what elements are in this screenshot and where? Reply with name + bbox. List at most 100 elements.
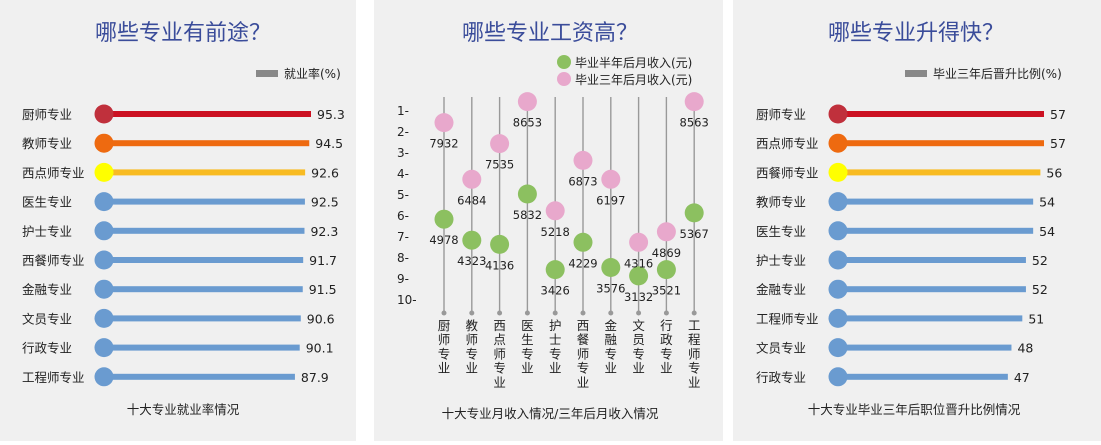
bar bbox=[838, 198, 1034, 205]
category-label: 护士专业 bbox=[22, 224, 72, 239]
bar bbox=[838, 169, 1041, 176]
value-label: 87.9 bbox=[301, 370, 329, 385]
panel-employment: 哪些专业有前途？ 就业率(%) 厨师专业 95.3 教师专业 94.5 西点师专业 92.6 医… bbox=[0, 0, 356, 441]
category-label: 金融专业 bbox=[22, 282, 72, 297]
category-label: 文员专业 bbox=[22, 311, 72, 326]
value-label: 57 bbox=[1050, 136, 1066, 151]
value-label: 52 bbox=[1032, 253, 1048, 268]
data-point bbox=[573, 232, 593, 252]
panel-salary: 哪些专业工资高？ 毕业半年后月收入(元) 毕业三年后月收入(元) 1- 2- 3- 4- 5-… bbox=[374, 0, 723, 441]
data-label: 4323 bbox=[457, 254, 486, 268]
x-category-label: 行政专业 bbox=[660, 318, 673, 376]
category-guide-end bbox=[580, 310, 586, 316]
y-tick-label: 9- bbox=[397, 272, 409, 286]
data-point bbox=[656, 260, 676, 280]
data-point bbox=[490, 134, 510, 154]
bar bbox=[838, 140, 1044, 147]
bar-marker bbox=[828, 308, 848, 328]
data-label: 4869 bbox=[652, 246, 681, 260]
bar-marker bbox=[828, 104, 848, 124]
bar-marker bbox=[828, 221, 848, 241]
bar-marker bbox=[828, 338, 848, 358]
bar-marker bbox=[828, 162, 848, 182]
category-guide-end bbox=[636, 310, 642, 316]
bar-marker bbox=[94, 104, 114, 124]
category-label: 护士专业 bbox=[756, 253, 806, 268]
category-guide-end bbox=[663, 310, 669, 316]
panel-promotion: 哪些专业升得快？ 毕业三年后晋升比例(%) 厨师专业 57 西点师专业 57 西餐师专业 56… bbox=[733, 0, 1101, 441]
category-label: 厨师专业 bbox=[756, 107, 806, 122]
category-label: 教师专业 bbox=[756, 195, 806, 210]
data-label: 5832 bbox=[513, 208, 542, 222]
chart-subtitle: 十大专业就业率情况 bbox=[127, 402, 240, 417]
salary-chart: 哪些专业工资高？ 毕业半年后月收入(元) 毕业三年后月收入(元) 1- 2- 3- 4- 5-… bbox=[397, 21, 709, 421]
bar-marker bbox=[828, 279, 848, 299]
chart-subtitle: 十大专业毕业三年后职位晋升比例情况 bbox=[808, 402, 1021, 417]
x-category-label: 西点师专业 bbox=[493, 318, 506, 390]
data-label: 6197 bbox=[596, 193, 625, 207]
bar-marker bbox=[94, 279, 114, 299]
value-label: 47 bbox=[1014, 370, 1030, 385]
data-label: 4978 bbox=[429, 233, 458, 247]
bar-marker bbox=[94, 133, 114, 153]
chart-title: 哪些专业升得快？ bbox=[828, 21, 1004, 46]
bar-marker bbox=[94, 250, 114, 270]
x-category-label: 医生专业 bbox=[521, 318, 534, 376]
bar bbox=[838, 257, 1026, 263]
category-label: 行政专业 bbox=[756, 370, 806, 385]
value-label: 95.3 bbox=[317, 107, 345, 122]
bar-marker bbox=[94, 308, 114, 328]
bar-marker bbox=[828, 133, 848, 153]
bar bbox=[838, 227, 1034, 234]
bar bbox=[104, 286, 303, 293]
legend-marker bbox=[557, 55, 571, 69]
data-label: 8653 bbox=[513, 116, 542, 130]
legend-label: 毕业半年后月收入(元) bbox=[575, 56, 692, 70]
bar-marker bbox=[94, 192, 114, 212]
category-guide-end bbox=[608, 310, 614, 316]
data-label: 6484 bbox=[457, 193, 486, 207]
legend-swatch bbox=[256, 70, 278, 77]
value-label: 92.3 bbox=[310, 224, 338, 239]
x-category-label: 厨师专业 bbox=[438, 318, 451, 376]
y-tick-label: 6- bbox=[397, 209, 409, 223]
data-label: 7932 bbox=[429, 137, 458, 151]
data-point bbox=[601, 258, 621, 277]
data-point bbox=[462, 169, 482, 189]
data-label: 3426 bbox=[541, 284, 570, 298]
data-point bbox=[629, 232, 649, 252]
data-point bbox=[517, 92, 537, 112]
category-label: 工程师专业 bbox=[22, 370, 85, 385]
value-label: 92.5 bbox=[311, 195, 339, 210]
x-category-label: 护士专业 bbox=[549, 318, 562, 376]
y-tick-label: 8- bbox=[397, 251, 409, 265]
data-label: 4316 bbox=[624, 256, 653, 270]
category-label: 医生专业 bbox=[756, 224, 806, 239]
data-point bbox=[684, 92, 704, 112]
data-label: 6873 bbox=[568, 174, 597, 188]
chart-title: 哪些专业有前途？ bbox=[95, 21, 271, 46]
promotion-rate-chart: 哪些专业升得快？ 毕业三年后晋升比例(%) 厨师专业 57 西点师专业 57 西餐师专业 56… bbox=[756, 21, 1066, 417]
data-point bbox=[601, 169, 621, 189]
value-label: 56 bbox=[1046, 165, 1062, 180]
category-guide-end bbox=[552, 310, 558, 316]
x-category-label: 教师专业 bbox=[466, 318, 479, 376]
x-category-label: 工程师专业 bbox=[688, 318, 701, 390]
x-category-label: 文员专业 bbox=[632, 318, 645, 376]
data-point bbox=[462, 230, 482, 250]
bar bbox=[838, 111, 1044, 117]
value-label: 51 bbox=[1028, 311, 1044, 326]
category-label: 文员专业 bbox=[756, 341, 806, 356]
bar bbox=[104, 373, 295, 380]
value-label: 90.6 bbox=[307, 311, 335, 326]
category-guide-end bbox=[524, 310, 530, 316]
data-point bbox=[545, 260, 565, 280]
value-label: 54 bbox=[1039, 195, 1055, 210]
value-label: 48 bbox=[1017, 341, 1033, 356]
bar bbox=[104, 257, 304, 263]
data-point bbox=[490, 234, 510, 254]
employment-rate-chart: 哪些专业有前途？ 就业率(%) 厨师专业 95.3 教师专业 94.5 西点师专业 92.6 医… bbox=[22, 21, 345, 417]
y-tick-label: 3- bbox=[397, 146, 409, 160]
y-tick-label: 7- bbox=[397, 230, 409, 244]
category-label: 西点师专业 bbox=[756, 136, 819, 151]
